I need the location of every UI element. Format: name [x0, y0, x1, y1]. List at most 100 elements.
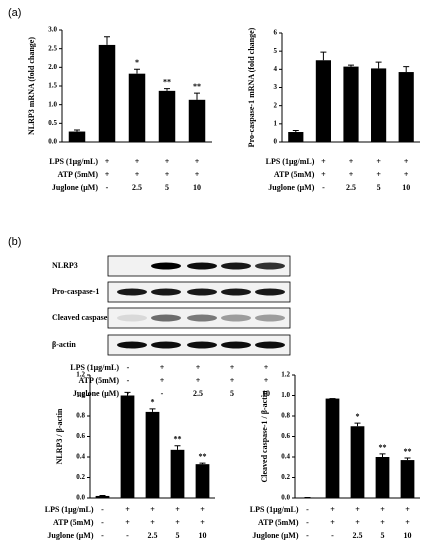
error-bar: [199, 462, 206, 465]
row-cell: -: [331, 531, 334, 540]
bar: [145, 411, 160, 498]
row-cell: -: [101, 531, 104, 540]
bar: [98, 44, 116, 142]
row-cell: 2.5: [346, 183, 356, 192]
row-cell: 10: [193, 183, 201, 192]
blot-band: [255, 341, 285, 349]
row-cell: 5: [381, 531, 385, 540]
bar: [170, 449, 185, 498]
significance: *: [135, 58, 139, 67]
row-label: Juglone (μM): [268, 183, 314, 192]
error-bar: [74, 129, 80, 132]
blot-band: [151, 314, 181, 322]
row-cell: 5: [377, 183, 381, 192]
row-cell: +: [330, 518, 335, 527]
error-bar: [375, 61, 382, 69]
bar: [158, 90, 176, 142]
y-tick-label: 0.4: [281, 453, 290, 461]
y-tick-label: 3: [274, 83, 278, 91]
row-cell: -: [127, 389, 130, 398]
row-cell: +: [175, 505, 180, 514]
y-tick-label: 0.2: [76, 473, 85, 481]
row-label: Juglone (μM): [52, 183, 98, 192]
row-label: ATP (5mM): [78, 376, 119, 385]
blot-band: [255, 288, 285, 296]
row-cell: +: [404, 170, 409, 179]
row-cell: -: [306, 505, 309, 514]
blot-band: [151, 288, 181, 296]
row-cell: -: [306, 518, 309, 527]
bar: [188, 99, 206, 142]
row-cell: +: [160, 363, 165, 372]
bar: [325, 398, 340, 498]
blot-band: [221, 262, 251, 270]
row-cell: +: [195, 170, 200, 179]
error-bar: [320, 51, 327, 61]
row-cell: +: [355, 505, 360, 514]
panel-label: (b): [8, 236, 21, 248]
significance: *: [356, 412, 360, 421]
row-cell: +: [230, 376, 235, 385]
error-bar: [403, 66, 410, 73]
bar: [350, 426, 365, 498]
row-label: ATP (5mM): [258, 518, 299, 527]
row-cell: +: [150, 518, 155, 527]
row-cell: -: [322, 183, 325, 192]
y-axis-title: Cleaved caspase-1 / β-actin: [260, 390, 269, 483]
significance: *: [151, 398, 155, 407]
band-label: Pro-caspase-1: [52, 287, 99, 296]
row-label: LPS (1μg/mL): [45, 505, 94, 514]
blot-band: [151, 262, 181, 270]
y-tick-label: 0.0: [281, 494, 290, 502]
row-label: LPS (1μg/mL): [266, 157, 315, 166]
row-cell: +: [196, 363, 201, 372]
error-bar: [124, 391, 131, 396]
row-cell: -: [101, 505, 104, 514]
blot-band: [117, 341, 147, 349]
bar: [375, 457, 390, 498]
error-bar: [348, 64, 354, 67]
row-cell: +: [200, 518, 205, 527]
bar: [371, 68, 387, 142]
row-cell: +: [160, 376, 165, 385]
y-axis-title: NLRP3 mRNA (fold change): [27, 37, 36, 135]
band-label: Cleaved caspase-1: [52, 313, 114, 322]
row-cell: 2.5: [353, 531, 363, 540]
bar: [343, 66, 359, 142]
row-cell: +: [355, 518, 360, 527]
row-label: LPS (1μg/mL): [250, 505, 299, 514]
row-cell: -: [127, 363, 130, 372]
row-cell: +: [380, 518, 385, 527]
row-cell: +: [105, 170, 110, 179]
blot-band: [187, 341, 217, 349]
row-cell: 2.5: [132, 183, 142, 192]
blot-band: [255, 314, 285, 322]
row-cell: +: [321, 157, 326, 166]
significance: **: [174, 435, 182, 444]
band-label: NLRP3: [52, 261, 78, 270]
y-tick-label: 0.4: [76, 453, 85, 461]
row-cell: 10: [199, 531, 207, 540]
row-cell: +: [195, 157, 200, 166]
error-bar: [104, 36, 110, 45]
row-label: ATP (5mM): [274, 170, 315, 179]
row-cell: +: [125, 505, 130, 514]
row-label: LPS (1μg/mL): [49, 157, 98, 166]
y-tick-label: 0.6: [281, 432, 290, 440]
y-tick-label: 4: [274, 65, 278, 73]
error-bar: [404, 457, 411, 461]
row-cell: +: [376, 157, 381, 166]
bar: [95, 495, 110, 498]
row-cell: +: [349, 157, 354, 166]
y-tick-label: 5: [274, 47, 278, 55]
row-cell: -: [127, 376, 130, 385]
row-cell: +: [380, 505, 385, 514]
blot-band: [187, 288, 217, 296]
error-bar: [354, 422, 361, 427]
row-cell: 5: [176, 531, 180, 540]
significance: **: [193, 82, 201, 91]
row-cell: +: [196, 376, 201, 385]
blot-band: [255, 262, 285, 270]
row-cell: +: [321, 170, 326, 179]
y-tick-label: 1.2: [76, 371, 85, 379]
